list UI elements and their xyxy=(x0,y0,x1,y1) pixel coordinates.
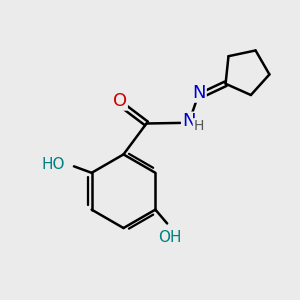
Text: HO: HO xyxy=(42,157,65,172)
Text: N: N xyxy=(192,84,206,102)
Text: O: O xyxy=(113,92,127,110)
Text: OH: OH xyxy=(158,230,182,244)
Text: H: H xyxy=(194,119,204,133)
Text: N: N xyxy=(182,112,195,130)
